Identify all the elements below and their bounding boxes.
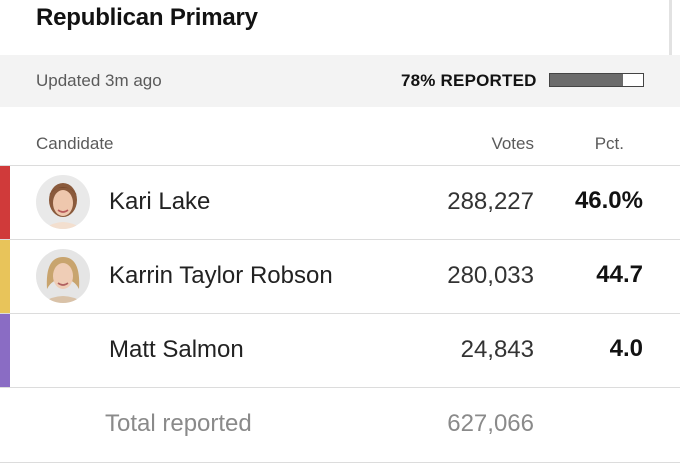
candidate-color-bar bbox=[0, 166, 10, 239]
candidate-color-bar bbox=[0, 314, 10, 387]
candidate-votes: 280,033 bbox=[447, 262, 534, 289]
race-title: Republican Primary bbox=[36, 4, 258, 31]
candidate-pct: 44.7 bbox=[596, 261, 643, 288]
candidate-pct: 4.0 bbox=[609, 335, 643, 362]
status-bar: Updated 3m ago 78% REPORTED bbox=[0, 55, 680, 107]
header-candidate: Candidate bbox=[36, 134, 114, 153]
reported-progress-bar bbox=[549, 73, 644, 87]
candidate-votes: 288,227 bbox=[447, 188, 534, 215]
candidate-name: Matt Salmon bbox=[109, 336, 244, 363]
candidate-pct: 46.0% bbox=[574, 187, 643, 214]
updated-time: Updated 3m ago bbox=[36, 71, 162, 90]
candidate-row: Matt Salmon 24,843 4.0 bbox=[0, 313, 680, 387]
total-row: Total reported 627,066 bbox=[0, 387, 680, 463]
scrollbar[interactable] bbox=[669, 0, 672, 60]
candidate-name: Karrin Taylor Robson bbox=[109, 262, 333, 289]
candidate-row: Karrin Taylor Robson 280,033 44.7 bbox=[0, 239, 680, 313]
total-votes: 627,066 bbox=[447, 410, 534, 437]
header-pct: Pct. bbox=[594, 134, 624, 153]
candidate-avatar bbox=[36, 175, 90, 229]
candidate-color-bar bbox=[0, 240, 10, 313]
reported-percent: 78% REPORTED bbox=[401, 71, 537, 90]
candidate-name: Kari Lake bbox=[109, 188, 211, 215]
candidate-row: Kari Lake 288,227 46.0% bbox=[0, 165, 680, 239]
candidate-avatar bbox=[36, 249, 90, 303]
candidate-votes: 24,843 bbox=[460, 336, 534, 363]
reported-progress-fill bbox=[550, 74, 623, 86]
total-label: Total reported bbox=[105, 410, 252, 437]
header-votes: Votes bbox=[491, 134, 534, 153]
